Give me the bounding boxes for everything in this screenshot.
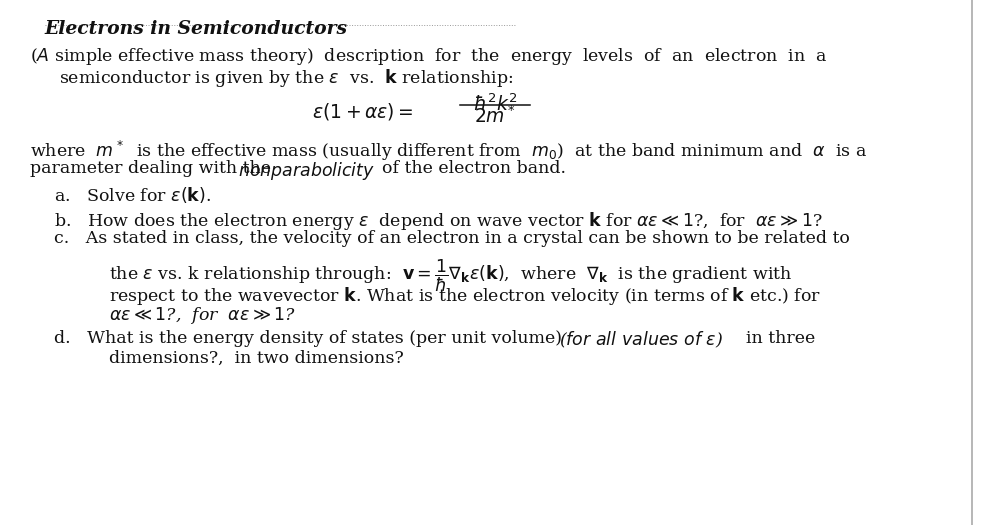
Text: $\varepsilon(1+\alpha\varepsilon)=$: $\varepsilon(1+\alpha\varepsilon)=$ (312, 101, 414, 122)
Text: parameter dealing with the: parameter dealing with the (30, 160, 276, 176)
Text: semiconductor is given by the $\varepsilon$  vs.  $\mathbf{k}$ relationship:: semiconductor is given by the $\varepsil… (59, 67, 514, 89)
Text: ($\it{for\ all\ values\ of}$ $\it{\varepsilon}$): ($\it{for\ all\ values\ of}$ $\it{\varep… (559, 330, 724, 350)
Text: the $\varepsilon$ vs. k relationship through:  $\mathbf{v}=\dfrac{1}{\hbar}\nabl: the $\varepsilon$ vs. k relationship thr… (109, 257, 792, 293)
Text: $\it{nonparabolicity}$: $\it{nonparabolicity}$ (238, 160, 374, 182)
Text: $\alpha\varepsilon\ll 1$?,  for  $\alpha\varepsilon\gg 1$?: $\alpha\varepsilon\ll 1$?, for $\alpha\v… (109, 304, 296, 326)
Text: Electrons in Semiconductors: Electrons in Semiconductors (45, 20, 347, 38)
Text: dimensions?,  in two dimensions?: dimensions?, in two dimensions? (109, 350, 404, 367)
Text: b.   How does the electron energy $\varepsilon$  depend on wave vector $\mathbf{: b. How does the electron energy $\vareps… (54, 210, 823, 232)
Text: $2m^*$: $2m^*$ (474, 106, 516, 127)
Text: c.   As stated in class, the velocity of an electron in a crystal can be shown t: c. As stated in class, the velocity of a… (54, 230, 850, 247)
Text: a.   Solve for $\varepsilon(\mathbf{k})$.: a. Solve for $\varepsilon(\mathbf{k})$. (54, 185, 212, 205)
Text: d.   What is the energy density of states (per unit volume): d. What is the energy density of states … (54, 330, 573, 346)
Text: where  $m^*$  is the effective mass (usually different from  $m_0$)  at the band: where $m^*$ is the effective mass (usual… (30, 139, 866, 163)
Text: of the electron band.: of the electron band. (371, 160, 566, 176)
Text: $\hbar^2k^2$: $\hbar^2k^2$ (472, 93, 518, 115)
Text: respect to the wavevector $\mathbf{k}$. What is the electron velocity (in terms : respect to the wavevector $\mathbf{k}$. … (109, 285, 821, 307)
Text: in three: in three (735, 330, 815, 346)
Text: ($A$ simple effective mass theory)  description  for  the  energy  levels  of  a: ($A$ simple effective mass theory) descr… (30, 46, 828, 67)
